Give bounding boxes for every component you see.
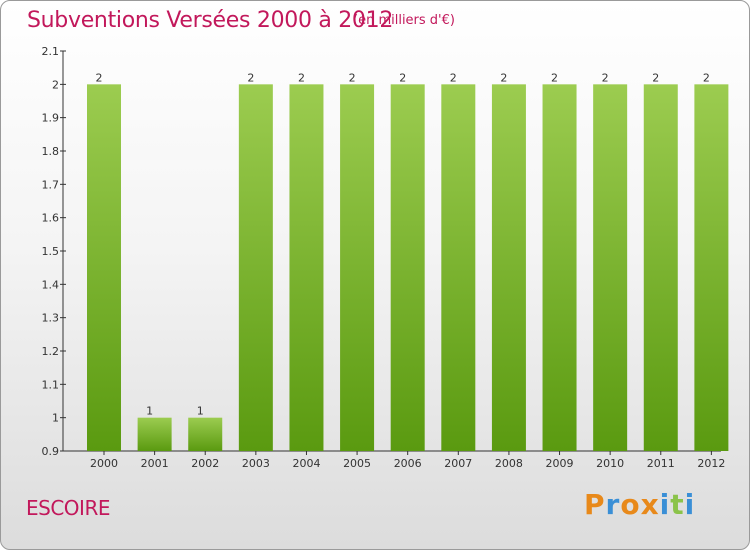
- x-tick-label: 2009: [546, 457, 574, 470]
- bar: [340, 84, 375, 451]
- logo-letter: P: [584, 488, 606, 521]
- logo-letter: r: [605, 488, 621, 521]
- bar-value-label: 2: [349, 71, 356, 84]
- x-tick-label: 2008: [495, 457, 523, 470]
- y-tick-label: 1.4: [42, 278, 60, 291]
- y-tick-label: 1: [52, 412, 59, 425]
- bar: [643, 84, 678, 451]
- x-tick-label: 2010: [596, 457, 624, 470]
- commune-name: ESCOIRE: [26, 496, 110, 520]
- x-tick-label: 2011: [647, 457, 675, 470]
- bar-value-label: 2: [602, 71, 609, 84]
- y-tick-label: 1.7: [42, 178, 60, 191]
- bar: [137, 417, 172, 451]
- bar: [87, 84, 121, 451]
- x-tick-label: 2007: [444, 457, 472, 470]
- logo-letter: i: [659, 488, 671, 521]
- y-tick-label: 1.5: [42, 245, 60, 258]
- bar-value-label: 1: [197, 405, 204, 418]
- bar: [694, 84, 729, 451]
- x-tick-label: 2004: [292, 457, 320, 470]
- logo-letter: t: [670, 488, 685, 521]
- bar-value-label: 2: [450, 71, 457, 84]
- bar: [289, 84, 324, 451]
- logo-letter: x: [640, 488, 660, 521]
- x-tick-label: 2006: [394, 457, 422, 470]
- bar-value-label: 2: [96, 71, 103, 84]
- bar: [593, 84, 628, 451]
- y-tick-label: 1.1: [42, 378, 60, 391]
- x-tick-label: 2000: [90, 457, 118, 470]
- bar: [390, 84, 425, 451]
- bar-value-label: 2: [247, 71, 254, 84]
- proxiti-logo[interactable]: Proxiti: [584, 488, 695, 521]
- bar-value-label: 2: [298, 71, 305, 84]
- y-tick-label: 1.3: [42, 312, 60, 325]
- chart-title: Subventions Versées 2000 à 2012: [27, 8, 394, 33]
- y-tick-label: 2.1: [42, 45, 60, 58]
- y-tick-label: 1.2: [42, 345, 60, 358]
- x-tick-label: 2003: [242, 457, 270, 470]
- bar: [542, 84, 577, 451]
- y-tick-label: 1.9: [42, 112, 60, 125]
- y-tick-label: 0.9: [42, 445, 60, 458]
- x-tick-label: 2005: [343, 457, 371, 470]
- y-tick-label: 2: [52, 78, 59, 91]
- y-tick-label: 1.8: [42, 145, 60, 158]
- bar-value-label: 2: [703, 71, 710, 84]
- bar-value-label: 2: [652, 71, 659, 84]
- bar-value-label: 1: [146, 405, 153, 418]
- logo-letter: i: [684, 488, 696, 521]
- bar: [441, 84, 476, 451]
- x-tick-label: 2001: [141, 457, 169, 470]
- x-tick-label: 2002: [191, 457, 219, 470]
- bar: [491, 84, 526, 451]
- x-tick-label: 2012: [697, 457, 725, 470]
- logo-letter: o: [620, 488, 641, 521]
- chart-subtitle: (en milliers d'€): [353, 13, 455, 28]
- bar-value-label: 2: [500, 71, 507, 84]
- bar-value-label: 2: [399, 71, 406, 84]
- bar: [188, 417, 223, 451]
- bar-value-label: 2: [551, 71, 558, 84]
- y-tick-label: 1.6: [42, 212, 60, 225]
- bar: [238, 84, 273, 451]
